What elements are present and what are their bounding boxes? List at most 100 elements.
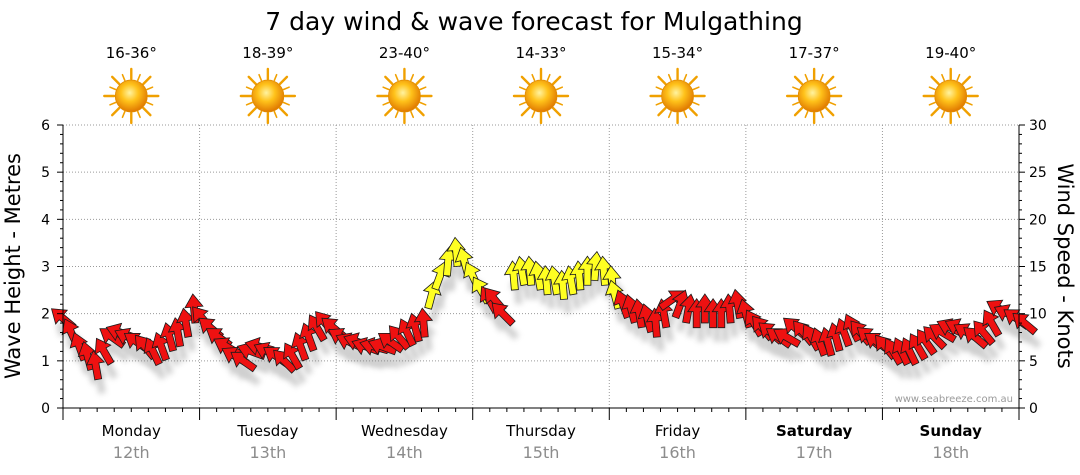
sun-ray — [956, 110, 961, 119]
sun-ray — [121, 73, 126, 82]
wind-arrow-shadow — [986, 324, 1006, 351]
temperature-label: 14-33° — [515, 44, 566, 62]
day-date-label: 14th — [386, 443, 423, 462]
sun-ray — [551, 75, 562, 86]
sun-ray — [793, 106, 804, 117]
sun-ray — [546, 73, 551, 82]
wind-arrow — [446, 236, 466, 268]
sun-ray — [518, 86, 527, 91]
day-date-label: 13th — [249, 443, 286, 462]
y-right-tick-label: 30 — [1029, 118, 1047, 134]
sun-ray — [683, 110, 688, 119]
sun-ray — [520, 75, 531, 86]
sun-icon — [649, 67, 706, 125]
sun-ray — [824, 75, 835, 86]
sun-disc — [934, 79, 968, 113]
sun-ray — [655, 86, 663, 91]
sun-ray — [819, 110, 824, 119]
sun-ray — [419, 101, 427, 106]
sun-ray — [245, 86, 253, 91]
sun-ray — [531, 73, 536, 82]
wind-arrow-shadow — [777, 342, 805, 362]
y-right-tick-label: 0 — [1029, 401, 1038, 417]
sun-ray — [278, 106, 289, 117]
sun-disc — [797, 79, 831, 113]
wind-arrow — [94, 337, 115, 366]
sun-icon — [376, 67, 433, 125]
sun-ray — [247, 106, 258, 117]
wind-arrow-shadow — [496, 317, 520, 341]
sun-ray — [829, 101, 837, 106]
sun-ray — [146, 101, 154, 106]
y-right-tick-label: 10 — [1029, 307, 1047, 323]
watermark: www.seabreeze.com.au — [895, 394, 1013, 405]
sun-ray — [792, 101, 800, 106]
temperature-label: 23-40° — [379, 44, 430, 62]
y-right-tick-label: 15 — [1029, 260, 1047, 276]
sun-ray — [683, 73, 688, 82]
sun-ray — [520, 106, 531, 117]
sun-ray — [965, 101, 973, 106]
sun-ray — [282, 101, 290, 106]
day-name-label: Friday — [655, 422, 701, 440]
sun-ray — [245, 101, 253, 106]
wind-arrow-shadow — [921, 343, 942, 370]
sun-ray — [930, 106, 940, 117]
sun-ray — [961, 106, 972, 117]
sun-ray — [546, 110, 551, 119]
sun-ray — [961, 75, 972, 86]
day-date-label: 17th — [796, 443, 833, 462]
temperature-label: 17-37° — [789, 44, 840, 62]
sun-ray — [410, 73, 415, 82]
sun-ray — [655, 101, 663, 106]
sun-ray — [121, 110, 126, 119]
sun-ray — [384, 75, 394, 86]
day-name-label: Monday — [102, 422, 161, 440]
wind-arrow-shadow — [277, 364, 301, 388]
sun-ray — [930, 75, 940, 86]
day-name-label: Sunday — [920, 422, 983, 440]
temperature-label: 18-39° — [242, 44, 293, 62]
sun-ray — [415, 106, 425, 117]
sun-ray — [824, 106, 835, 117]
sun-ray — [273, 110, 278, 119]
sun-ray — [394, 110, 399, 119]
y-left-tick-label: 0 — [41, 401, 50, 417]
y-axis-left-label: Wave Height - Metres — [1, 153, 25, 379]
day-date-label: 16th — [659, 443, 696, 462]
sun-ray — [384, 106, 394, 117]
sun-ray — [142, 75, 152, 86]
y-left-tick-label: 3 — [41, 260, 50, 276]
sun-icon — [239, 67, 297, 125]
y-left-tick-label: 1 — [41, 354, 50, 370]
day-name-label: Tuesday — [236, 422, 298, 440]
sun-ray — [555, 86, 564, 91]
sun-ray — [109, 86, 117, 91]
sun-ray — [136, 73, 141, 82]
sun-icon — [922, 67, 979, 125]
sun-icon — [512, 67, 570, 125]
y-left-tick-label: 2 — [41, 307, 50, 323]
sun-ray — [956, 73, 961, 82]
sun-ray — [282, 86, 290, 91]
sun-ray — [415, 75, 425, 86]
wind-arrow — [982, 309, 1003, 338]
sun-ray — [382, 86, 390, 91]
sun-icon — [785, 67, 843, 125]
y-right-tick-label: 5 — [1029, 354, 1038, 370]
wind-arrow-shadow — [234, 366, 261, 386]
chart-title: 7 day wind & wave forecast for Mulgathin… — [265, 7, 802, 36]
sun-ray — [928, 86, 936, 91]
sun-ray — [941, 110, 946, 119]
sun-ray — [965, 86, 973, 91]
sun-ray — [829, 86, 837, 91]
sun-ray — [688, 106, 698, 117]
y-left-tick-label: 4 — [41, 212, 50, 228]
sun-ray — [258, 73, 263, 82]
sun-ray — [941, 73, 946, 82]
day-date-label: 18th — [932, 443, 969, 462]
wind-arrow-shadow — [103, 342, 130, 363]
sun-ray — [258, 110, 263, 119]
wind-arrow — [413, 307, 434, 338]
sun-disc — [661, 79, 694, 113]
